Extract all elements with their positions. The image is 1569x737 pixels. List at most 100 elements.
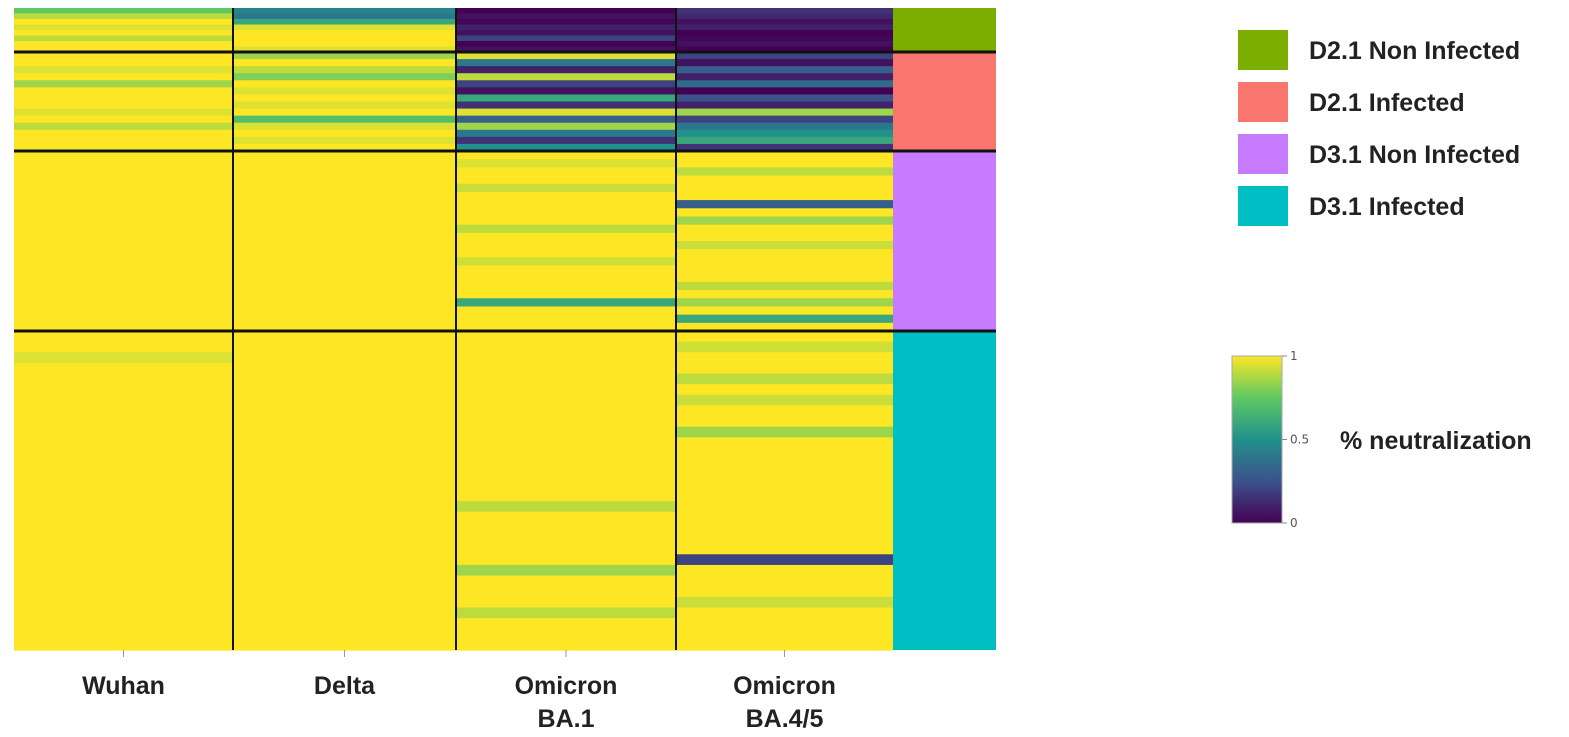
heatmap-cell (676, 384, 893, 396)
heatmap-cell (233, 87, 456, 96)
legend-swatch (1238, 186, 1288, 226)
heatmap-cell (14, 216, 233, 226)
heatmap-cell (676, 257, 893, 267)
heatmap-cell (233, 257, 456, 267)
heatmap-cell (233, 167, 456, 177)
legend-label: D2.1 Infected (1309, 89, 1465, 117)
heatmap-cell (676, 183, 893, 193)
heatmap-cell (456, 554, 676, 566)
heatmap-cell (14, 331, 233, 343)
heatmap-cell (456, 290, 676, 299)
heatmap-cell (14, 564, 233, 577)
heatmap-cell (456, 257, 676, 267)
heatmap-cell (456, 73, 676, 81)
heatmap-cell (233, 639, 456, 651)
heatmap-cell (233, 596, 456, 609)
heatmap-cell (676, 273, 893, 283)
heatmap-cell (676, 490, 893, 502)
heatmap-cell (456, 151, 676, 160)
heatmap-cell (233, 66, 456, 74)
colorbar-tick-label: 0 (1290, 516, 1298, 530)
heatmap-cell (233, 35, 456, 42)
heatmap-cell (456, 143, 676, 152)
heatmap-cell (233, 490, 456, 502)
heatmap-cell (233, 183, 456, 193)
heatmap-cell (676, 101, 893, 110)
heatmap-cell (456, 469, 676, 481)
heatmap-cell (676, 522, 893, 534)
heatmap-cell (676, 458, 893, 470)
heatmap-cell (676, 628, 893, 640)
heatmap-cell (233, 458, 456, 470)
heatmap-cell (233, 384, 456, 396)
heatmap-cell (14, 73, 233, 81)
heatmap-cell (233, 306, 456, 316)
heatmap-cell (233, 314, 456, 324)
heatmap-cell (14, 306, 233, 316)
heatmap-cell (676, 143, 893, 152)
heatmap-cell (456, 200, 676, 209)
heatmap-cell (456, 108, 676, 117)
heatmap-cell (233, 108, 456, 117)
heatmap-cell (676, 596, 893, 609)
heatmap-cell (676, 405, 893, 417)
colorbar-title: % neutralization (1340, 427, 1532, 455)
heatmap-cell (14, 639, 233, 651)
heatmap-cell (676, 554, 893, 566)
heatmap-cell (14, 191, 233, 201)
heatmap-cell (676, 108, 893, 117)
heatmap-cell (676, 639, 893, 651)
heatmap-cell (14, 426, 233, 438)
heatmap-cell (676, 122, 893, 131)
heatmap-cell (14, 384, 233, 396)
heatmap-cell (456, 265, 676, 275)
heatmap-cell (233, 341, 456, 353)
heatmap-cell (676, 30, 893, 37)
heatmap-cell (14, 522, 233, 534)
heatmap-cell (676, 19, 893, 26)
heatmap-cell (676, 8, 893, 15)
heatmap-cell (14, 586, 233, 598)
heatmap-cell (233, 618, 456, 630)
heatmap-cell (233, 426, 456, 438)
heatmap-cell (233, 543, 456, 555)
heatmap-cell (676, 73, 893, 81)
heatmap-cell (233, 30, 456, 37)
heatmap-cells (14, 8, 893, 651)
heatmap-cell (456, 13, 676, 20)
heatmap-cell (676, 306, 893, 316)
heatmap-cell (233, 298, 456, 308)
heatmap-cell (14, 175, 233, 185)
heatmap-cell (14, 273, 233, 283)
group-annotation-bar (893, 8, 996, 650)
heatmap-cell (456, 191, 676, 201)
heatmap-cell (14, 129, 233, 138)
heatmap-cell (676, 479, 893, 492)
heatmap-cell (233, 8, 456, 15)
heatmap-cell (14, 501, 233, 513)
heatmap-cell (14, 257, 233, 267)
heatmap-cell (456, 352, 676, 364)
heatmap-cell (676, 314, 893, 324)
heatmap-cell (14, 543, 233, 555)
heatmap-cell (456, 322, 676, 332)
heatmap-cell (14, 13, 233, 20)
heatmap-cell (233, 59, 456, 67)
heatmap-cell (676, 281, 893, 291)
column-label: Omicron (733, 672, 836, 700)
heatmap-cell (14, 290, 233, 299)
heatmap-cell (233, 522, 456, 534)
heatmap-cell (14, 115, 233, 124)
legend-label: D3.1 Infected (1309, 193, 1465, 221)
heatmap-cell (676, 41, 893, 48)
legend-swatch (1238, 134, 1288, 174)
heatmap-cell (14, 479, 233, 492)
heatmap-cell (456, 101, 676, 110)
heatmap-cell (14, 136, 233, 145)
heatmap-cell (233, 416, 456, 428)
heatmap-cell (456, 273, 676, 283)
heatmap-cell (676, 469, 893, 481)
heatmap-cell (676, 46, 893, 53)
heatmap-cell (676, 575, 893, 587)
heatmap-cell (456, 122, 676, 131)
